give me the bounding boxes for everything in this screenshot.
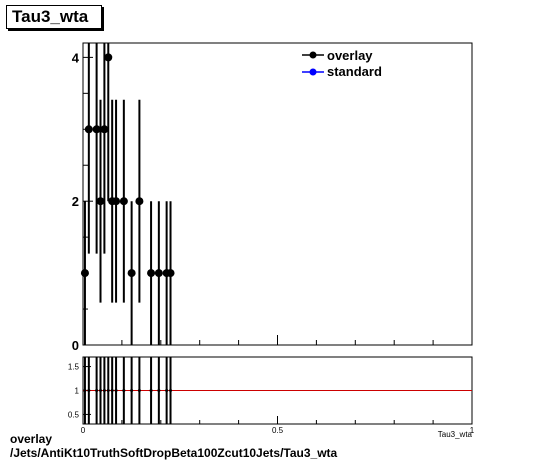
data-point xyxy=(100,125,109,134)
ratio-point xyxy=(95,389,99,392)
ratio-plot-markers xyxy=(83,357,472,424)
ratio-x-tick-label: 0.5 xyxy=(272,426,284,435)
x-axis-title: Tau3_wta xyxy=(438,430,473,439)
ratio-point xyxy=(130,389,134,392)
main-plot-markers xyxy=(80,43,175,345)
legend-overlay-marker xyxy=(309,51,317,59)
data-point xyxy=(96,197,105,206)
legend-overlay-label: overlay xyxy=(327,48,373,63)
legend-standard-marker xyxy=(309,68,317,76)
ratio-point xyxy=(169,389,173,392)
data-point xyxy=(166,269,175,278)
ratio-point xyxy=(122,389,126,392)
ratio-y-tick-label: 0.5 xyxy=(68,410,80,419)
ratio-point xyxy=(83,389,87,392)
data-point xyxy=(119,197,128,206)
ratio-x-tick-label: 0 xyxy=(81,426,86,435)
histogram-title-box: Tau3_wta xyxy=(6,5,102,29)
main-plot-border xyxy=(82,42,473,346)
ratio-point xyxy=(165,389,169,392)
ratio-point xyxy=(149,389,153,392)
ratio-point xyxy=(137,389,141,392)
data-point xyxy=(104,53,113,62)
data-point xyxy=(154,269,163,278)
footer-label: overlay xyxy=(10,432,53,446)
footer-path: /Jets/AntiKt10TruthSoftDropBeta100Zcut10… xyxy=(10,446,338,460)
data-point xyxy=(84,125,93,134)
ratio-point xyxy=(106,389,110,392)
data-point xyxy=(112,197,121,206)
ratio-point xyxy=(157,389,161,392)
data-point xyxy=(80,269,89,278)
y-tick-label: 4 xyxy=(72,50,80,65)
data-point xyxy=(92,125,101,134)
data-point xyxy=(147,269,156,278)
main-plot-frame xyxy=(82,42,473,346)
ratio-point xyxy=(87,389,91,392)
histogram-title: Tau3_wta xyxy=(12,7,89,26)
legend-standard-label: standard xyxy=(327,64,382,79)
y-tick-label: 2 xyxy=(72,194,79,209)
y-tick-label: 0 xyxy=(72,338,79,353)
ratio-y-tick-label: 1.5 xyxy=(68,363,80,372)
legend: overlay standard xyxy=(302,48,382,79)
ratio-point xyxy=(102,389,106,392)
ratio-x-tick-label: 1 xyxy=(470,426,475,435)
ratio-y-tick-label: 1 xyxy=(75,387,80,396)
data-point xyxy=(127,269,136,278)
ratio-point xyxy=(99,389,103,392)
ratio-point xyxy=(114,389,118,392)
data-point xyxy=(135,197,144,206)
ratio-point xyxy=(110,389,114,392)
